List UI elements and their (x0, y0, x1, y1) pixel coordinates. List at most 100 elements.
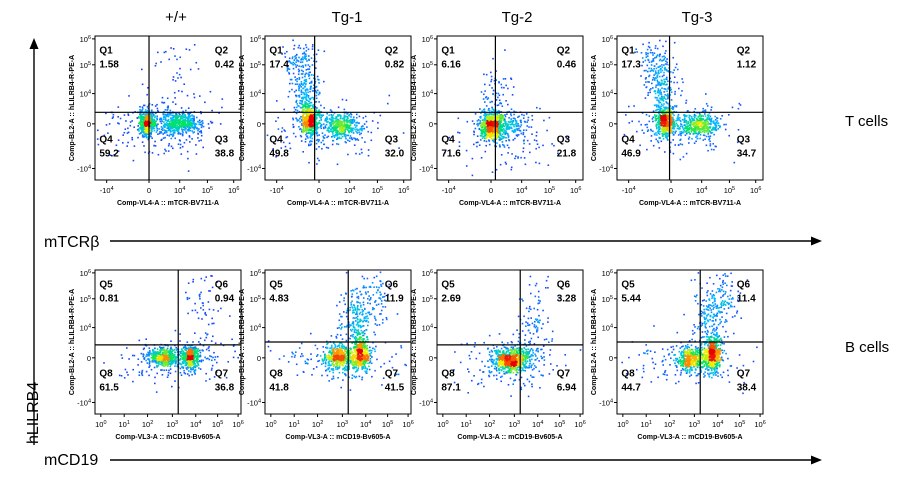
quadrant-name: Q8 (441, 369, 455, 380)
x-tick-label: 106 (232, 420, 243, 429)
y-tick-label: 104 (422, 324, 433, 333)
x-tick-label: 104 (174, 186, 185, 195)
x-tick-label: 0 (317, 186, 321, 195)
quadrant-percent: 61.5 (99, 383, 119, 394)
plot-frame (264, 35, 412, 181)
quadrant-percent: 36.8 (215, 383, 235, 394)
y-tick-label: 106 (250, 269, 261, 278)
quadrant-name: Q1 (269, 45, 283, 56)
x-tick-label: 102 (664, 420, 675, 429)
quadrant-percent: 0.94 (215, 293, 235, 304)
quadrant-percent: 11.9 (385, 293, 404, 304)
quadrant-percent: 11.4 (737, 293, 756, 304)
column-header-tg2: Tg-2 (502, 9, 533, 26)
scatter-points (267, 271, 407, 391)
panel-t-3: Q1 17.3 Q2 1.12 Q3 34.7 Q4 46.9 -104 0 104 105 106 -1… (591, 35, 764, 207)
quadrant-name: Q5 (99, 279, 113, 290)
column-header-tg3: Tg-3 (682, 9, 713, 26)
y-tick-label: 106 (80, 269, 91, 278)
y-axis-title: Comp-BL2-A :: hLILRB4-R-PE-A (239, 55, 246, 161)
row-label-b-cells: B cells (845, 339, 889, 356)
y-tick-label: 104 (602, 324, 613, 333)
plot-frame (436, 269, 584, 415)
scatter-points (96, 44, 224, 172)
y-tick-label: 106 (80, 35, 91, 44)
quadrant-percent: 1.12 (737, 59, 757, 70)
x-tick-label: 104 (190, 420, 201, 429)
y-tick-label: 106 (602, 269, 613, 278)
x-tick-label: 105 (382, 420, 393, 429)
x-tick-label: 0 (669, 186, 673, 195)
x-tick-label: 105 (212, 420, 223, 429)
y-axis-title: Comp-BL2-A :: hLILRB4-R-PE-A (239, 289, 246, 395)
scatter-points (623, 39, 742, 164)
x-tick-label: 104 (360, 420, 371, 429)
x-axis-arrow-cd19 (110, 455, 822, 465)
quadrant-percent: 0.81 (99, 293, 119, 304)
quadrant-name: Q6 (215, 279, 229, 290)
y-tick-label: 0 (429, 120, 433, 129)
y-tick-label: 0 (257, 354, 261, 363)
y-axis-title: Comp-BL2-A :: hLILRB4-R-PE-A (591, 289, 598, 395)
quadrant-percent: 38.4 (737, 383, 757, 394)
quadrant-name: Q2 (557, 45, 571, 56)
quadrant-name: Q6 (737, 279, 751, 290)
x-tick-label: 104 (516, 186, 527, 195)
y-axis-title: Comp-BL2-A :: hLILRB4-R-PE-A (69, 55, 76, 161)
x-tick-label: 101 (640, 420, 651, 429)
plot-frame (94, 35, 242, 181)
y-tick-label: 105 (250, 295, 261, 304)
x-tick-label: 101 (460, 420, 471, 429)
y-tick-label: 106 (602, 35, 613, 44)
x-axis-title: Comp-VL3-A :: mCD19-Bv605-A (115, 434, 220, 441)
quadrant-name: Q5 (269, 279, 283, 290)
quadrant-percent: 34.7 (737, 149, 757, 160)
x-tick-label: 104 (532, 420, 543, 429)
x-tick-label: 100 (437, 420, 448, 429)
y-tick-label: 105 (250, 61, 261, 70)
x-tick-label: 103 (337, 420, 348, 429)
x-tick-label: 103 (167, 420, 178, 429)
y-tick-label: 104 (250, 90, 261, 99)
x-tick-label: 101 (118, 420, 129, 429)
quadrant-percent: 46.9 (621, 149, 641, 160)
quadrant-percent: 3.28 (557, 293, 577, 304)
y-tick-label: 0 (609, 120, 613, 129)
panel-b-2: Q5 2.69 Q6 3.28 Q7 6.94 Q8 87.1 -104 0 104 105 106 10… (411, 269, 586, 441)
y-tick-label: 104 (250, 324, 261, 333)
quadrant-percent: 1.58 (99, 59, 119, 70)
quadrant-name: Q8 (99, 369, 113, 380)
quadrant-percent: 38.8 (215, 149, 235, 160)
x-axis-title: Comp-VL4-A :: mTCR-BV711-A (287, 200, 389, 207)
quadrant-percent: 0.46 (557, 59, 577, 70)
x-tick-label: 100 (95, 420, 106, 429)
x-tick-label: 105 (202, 186, 213, 195)
x-tick-label: 103 (689, 420, 700, 429)
y-tick-label: -104 (77, 164, 91, 173)
y-tick-label: 104 (80, 324, 91, 333)
quadrant-name: Q1 (621, 45, 635, 56)
x-tick-label: 104 (696, 186, 707, 195)
y-tick-label: 0 (609, 354, 613, 363)
y-axis-title: Comp-BL2-A :: hLILRB4-R-PE-A (69, 289, 76, 395)
y-tick-label: -104 (247, 164, 261, 173)
quadrant-name: Q6 (557, 279, 571, 290)
x-axis-title: Comp-VL4-A :: mTCR-BV711-A (639, 200, 741, 207)
quadrant-percent: 41.5 (385, 383, 405, 394)
panel-t-1: Q1 17.4 Q2 0.82 Q3 32.0 Q4 49.8 -104 0 104 105 106 -1… (239, 35, 412, 207)
y-tick-label: 0 (87, 120, 91, 129)
quadrant-percent: 32.0 (385, 149, 405, 160)
quadrant-name: Q5 (441, 279, 455, 290)
x-tick-label: -104 (622, 186, 636, 195)
quadrant-name: Q3 (385, 135, 399, 146)
x-tick-label: 104 (712, 420, 723, 429)
quadrant-percent: 71.6 (441, 149, 461, 160)
quadrant-name: Q1 (441, 45, 455, 56)
plot-frame (436, 35, 584, 181)
quadrant-percent: 87.1 (441, 383, 461, 394)
column-header-tg1: Tg-1 (332, 9, 363, 26)
scatter-points (266, 39, 405, 166)
x-tick-label: 0 (489, 186, 493, 195)
y-tick-label: 104 (602, 90, 613, 99)
x-tick-label: 105 (734, 420, 745, 429)
